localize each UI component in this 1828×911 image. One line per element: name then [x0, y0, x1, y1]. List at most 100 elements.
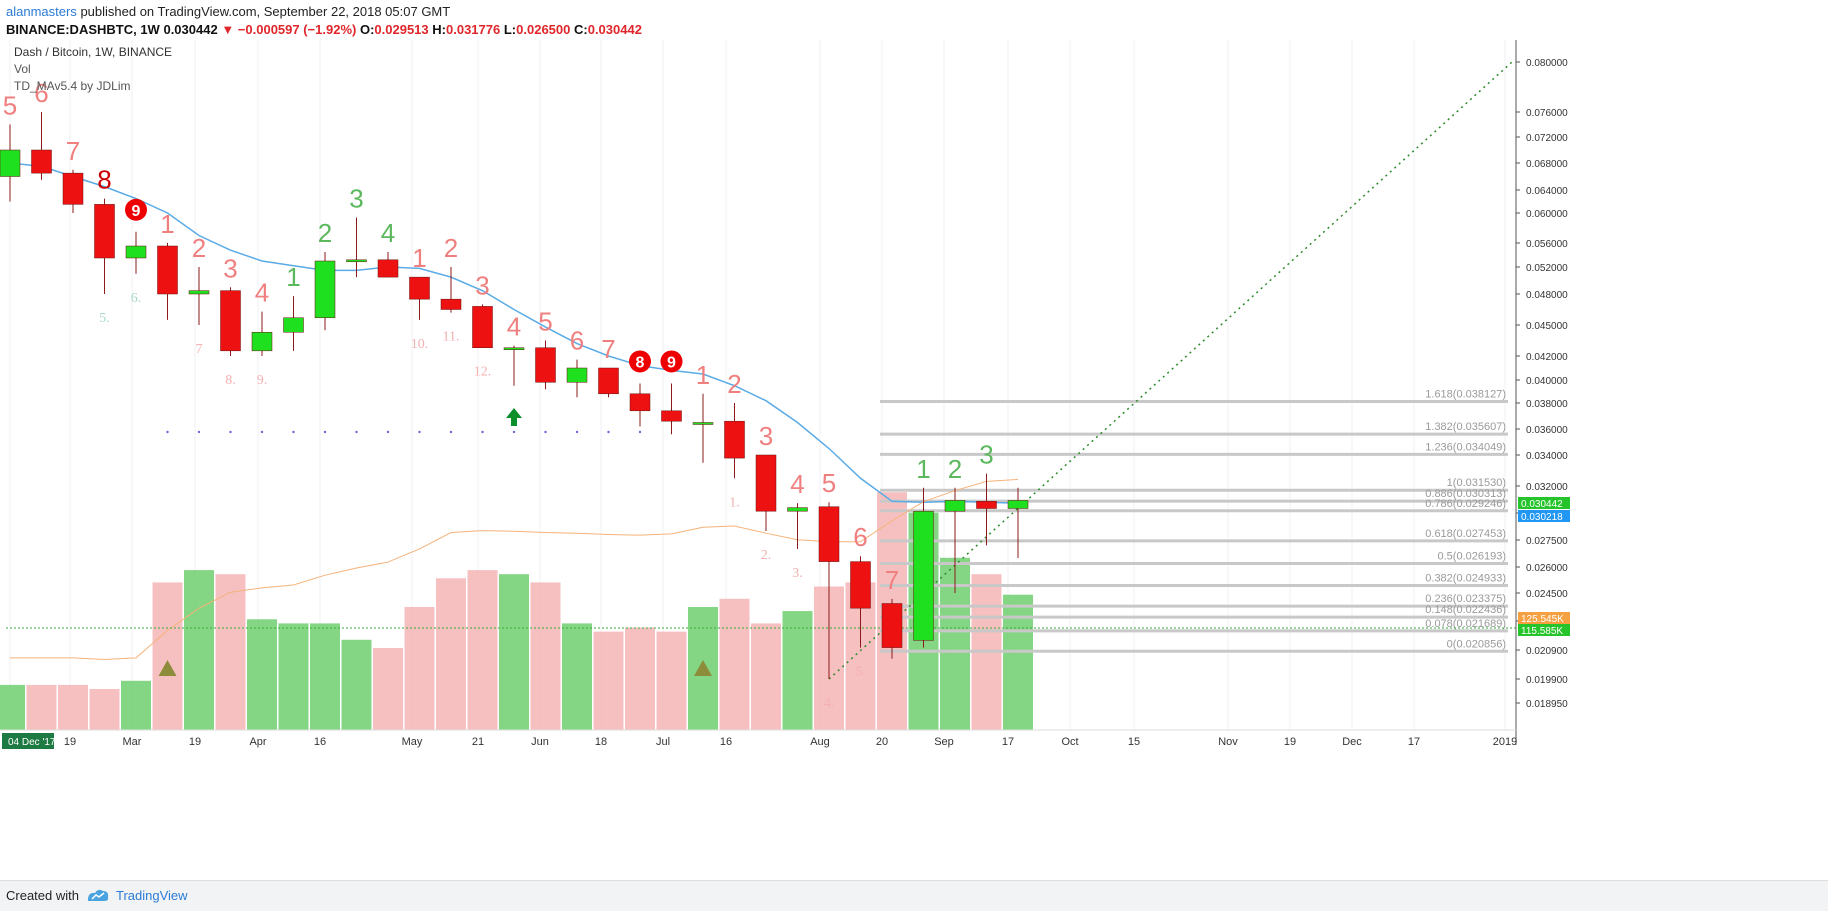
price-tag-label: 0.030442 [1521, 499, 1563, 510]
candle-body[interactable] [661, 410, 682, 422]
high-label: H: [432, 22, 446, 37]
td-count-label: 4 [381, 218, 395, 248]
candle-body[interactable] [377, 259, 399, 278]
volume-bar [89, 689, 120, 730]
td-count-label: 5 [3, 91, 17, 121]
td-count-label: 2 [727, 369, 741, 399]
close-value: 0.030442 [587, 22, 642, 37]
candle-body[interactable] [31, 149, 52, 174]
candle-body[interactable] [850, 561, 871, 609]
indicator-vol[interactable]: Vol [14, 62, 31, 76]
td-count-label: 2 [318, 218, 332, 248]
td-count-label: 4 [255, 278, 269, 308]
time-tick-label: Nov [1218, 736, 1238, 748]
td-setup-count: 2. [761, 548, 772, 563]
volume-bar [184, 570, 214, 730]
candle-body[interactable] [1007, 500, 1029, 509]
td-count-label: 6 [570, 326, 584, 356]
volume-bar [1003, 594, 1033, 730]
fib-label: 0.148(0.022436) [1425, 604, 1506, 616]
price-tag [1518, 624, 1570, 636]
support-dot [260, 430, 264, 434]
candle-body[interactable] [566, 367, 588, 383]
td-setup-count: 5. [99, 311, 110, 326]
low-value: 0.026500 [516, 22, 571, 37]
tradingview-logo-icon[interactable] [86, 887, 110, 906]
volume-bar [26, 684, 57, 730]
support-dot [512, 430, 516, 434]
td-nine-circle [629, 350, 651, 373]
support-dot [544, 430, 547, 434]
indicator-td-ma[interactable]: TD_MAv5.4 by JDLim [14, 79, 130, 93]
td-setup-count: 12. [474, 365, 492, 380]
candle-body[interactable] [0, 149, 21, 177]
fib-label: 1(0.031530) [1447, 477, 1506, 489]
price-tick-label: 0.036000 [1526, 425, 1568, 436]
candle-body[interactable] [976, 501, 997, 509]
price-tick-label: 0.080000 [1526, 58, 1568, 69]
candle-body[interactable] [787, 507, 808, 512]
footer: Created with TradingView [0, 880, 1828, 911]
candle-body[interactable] [598, 367, 619, 395]
price-tick-label: 0.019900 [1526, 675, 1568, 686]
candle-body[interactable] [472, 306, 493, 348]
volume-bar [404, 607, 435, 730]
td-count-label: 1 [916, 454, 930, 484]
price-tick-label: 0.072000 [1526, 133, 1568, 144]
candle-body[interactable] [440, 298, 462, 310]
candle-body[interactable] [283, 317, 304, 333]
support-dot [355, 430, 358, 434]
volume-ma-line [10, 478, 1019, 660]
candle-body[interactable] [881, 603, 903, 648]
volume-bar [373, 648, 403, 730]
candle-body[interactable] [157, 245, 178, 295]
td-count-label: 2 [948, 454, 962, 484]
candle-body[interactable] [629, 393, 651, 412]
candle-body[interactable] [535, 347, 556, 383]
candle-body[interactable] [944, 500, 966, 512]
td-nine-label: 9 [667, 354, 676, 371]
td-setup-count: 1. [729, 495, 740, 510]
symbol-label: BINANCE:DASHBTC, 1W [6, 22, 160, 37]
candle-body[interactable] [62, 172, 84, 205]
support-dot [197, 430, 201, 434]
price-tick-label: 0.045000 [1526, 321, 1568, 332]
candle-body[interactable] [125, 245, 147, 259]
time-tick-label: 21 [472, 736, 484, 748]
candle-body[interactable] [94, 204, 115, 259]
price-tick-label: 0.034000 [1526, 451, 1568, 462]
candle-body[interactable] [346, 259, 367, 263]
tradingview-brand[interactable]: TradingView [116, 888, 188, 903]
author-link[interactable]: alanmasters [6, 4, 77, 19]
support-dot [229, 430, 232, 434]
price-tag [1518, 612, 1570, 624]
candle-body[interactable] [724, 420, 745, 459]
volume-bar [751, 623, 781, 730]
support-dot [292, 430, 295, 434]
candle-body[interactable] [692, 422, 714, 425]
time-tick-label: 16 [314, 736, 326, 748]
price-tick-label: 0.027500 [1526, 536, 1568, 547]
price-tick-label: 0.038000 [1526, 399, 1568, 410]
volume-bar [625, 627, 655, 730]
candle-body[interactable] [503, 347, 525, 350]
price-chart[interactable]: 1.618(0.038127) 1.382(0.035607) 1.236(0.03… [0, 40, 1828, 880]
time-tick-label: Jul [656, 736, 670, 748]
created-with-text: Created with [6, 888, 79, 903]
price-tick-label: 0.018950 [1526, 699, 1568, 710]
candle-body[interactable] [818, 506, 840, 562]
candle-body[interactable] [409, 276, 430, 300]
td-setup-count: 4. [824, 696, 835, 711]
candle-body[interactable] [220, 290, 241, 352]
candle-body[interactable] [251, 331, 273, 352]
close-label: C: [574, 22, 588, 37]
candle-body[interactable] [314, 260, 336, 319]
volume-bar [215, 574, 246, 730]
price-tick-label: 0.064000 [1526, 186, 1568, 197]
candle-body[interactable] [755, 454, 777, 512]
time-tick-label: Oct [1061, 736, 1078, 748]
candle-body[interactable] [188, 290, 210, 295]
candle-body[interactable] [913, 510, 934, 641]
volume-bar [562, 623, 592, 730]
price-tag [1518, 497, 1570, 509]
